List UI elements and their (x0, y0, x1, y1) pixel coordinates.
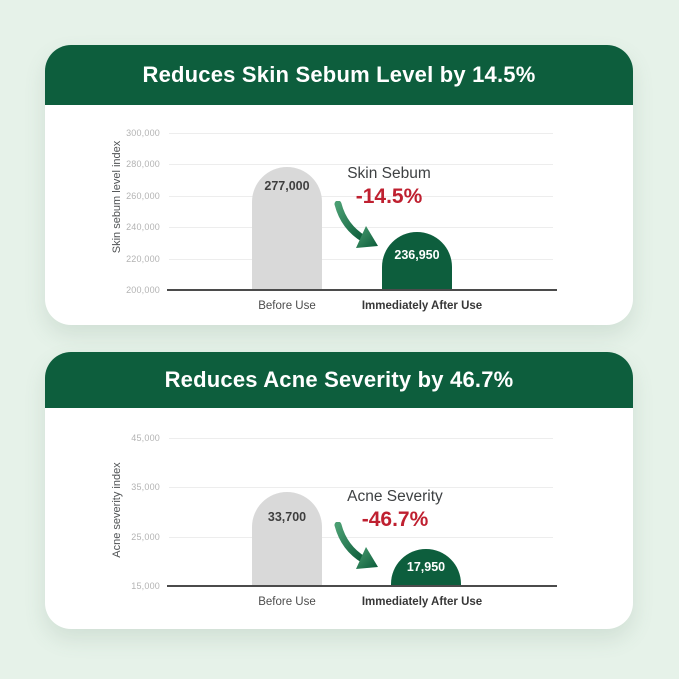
sebum-ytick-200000: 200,000 (126, 285, 160, 295)
sebum-ytick-300000: 300,000 (126, 128, 160, 138)
gridline (169, 164, 553, 165)
gridline (169, 259, 553, 260)
x-axis-line (167, 289, 557, 291)
acne-annotation-label: Acne Severity (347, 488, 443, 505)
acne-bar-before: 33,700 (252, 492, 322, 585)
sebum-category-after: Immediately After Use (361, 300, 483, 312)
acne-ytick-25000: 25,000 (131, 532, 160, 542)
acne-annotation-change: -46.7% (361, 508, 429, 531)
acne-ytick-45000: 45,000 (131, 433, 160, 443)
sebum-ytick-220000: 220,000 (126, 254, 160, 264)
x-axis-line (167, 585, 557, 587)
sebum-bar-before: 277,000 (252, 167, 322, 289)
acne-chart-header: Reduces Acne Severity by 46.7% (45, 352, 633, 408)
gridline (169, 133, 553, 134)
sebum-bar-before-value: 277,000 (264, 179, 310, 193)
sebum-chart-header: Reduces Skin Sebum Level by 14.5% (45, 45, 633, 105)
acne-chart-card: Reduces Acne Severity by 46.7% Acne seve… (45, 352, 633, 629)
gridline (169, 487, 553, 488)
sebum-annotation: Skin Sebum -14.5% (289, 165, 489, 209)
sebum-ytick-280000: 280,000 (126, 159, 160, 169)
acne-ytick-35000: 35,000 (131, 482, 160, 492)
sebum-chart-title: Reduces Skin Sebum Level by 14.5% (142, 62, 536, 87)
decrease-arrow-icon (333, 200, 393, 253)
sebum-ytick-260000: 260,000 (126, 191, 160, 201)
acne-bar-after-value: 17,950 (406, 560, 446, 574)
acne-ytick-15000: 15,000 (131, 581, 160, 591)
decrease-arrow-icon (333, 521, 393, 574)
gridline (169, 196, 553, 197)
sebum-category-before: Before Use (258, 300, 316, 312)
acne-category-after: Immediately After Use (361, 596, 483, 608)
sebum-chart-card: Reduces Skin Sebum Level by 14.5% Skin s… (45, 45, 633, 325)
sebum-bar-after-value: 236,950 (394, 248, 440, 262)
gridline (169, 537, 553, 538)
acne-bar-after: 17,950 (391, 549, 461, 585)
acne-annotation: Acne Severity -46.7% (295, 488, 495, 532)
sebum-annotation-change: -14.5% (355, 185, 423, 208)
sebum-ytick-240000: 240,000 (126, 222, 160, 232)
acne-bar-before-value: 33,700 (267, 510, 307, 524)
acne-chart-title: Reduces Acne Severity by 46.7% (164, 367, 514, 392)
acne-y-axis-title: Acne severity index (111, 462, 123, 558)
acne-category-before: Before Use (258, 596, 316, 608)
gridline (169, 227, 553, 228)
gridline (169, 438, 553, 439)
sebum-bar-after: 236,950 (382, 232, 452, 289)
sebum-annotation-label: Skin Sebum (347, 165, 431, 182)
